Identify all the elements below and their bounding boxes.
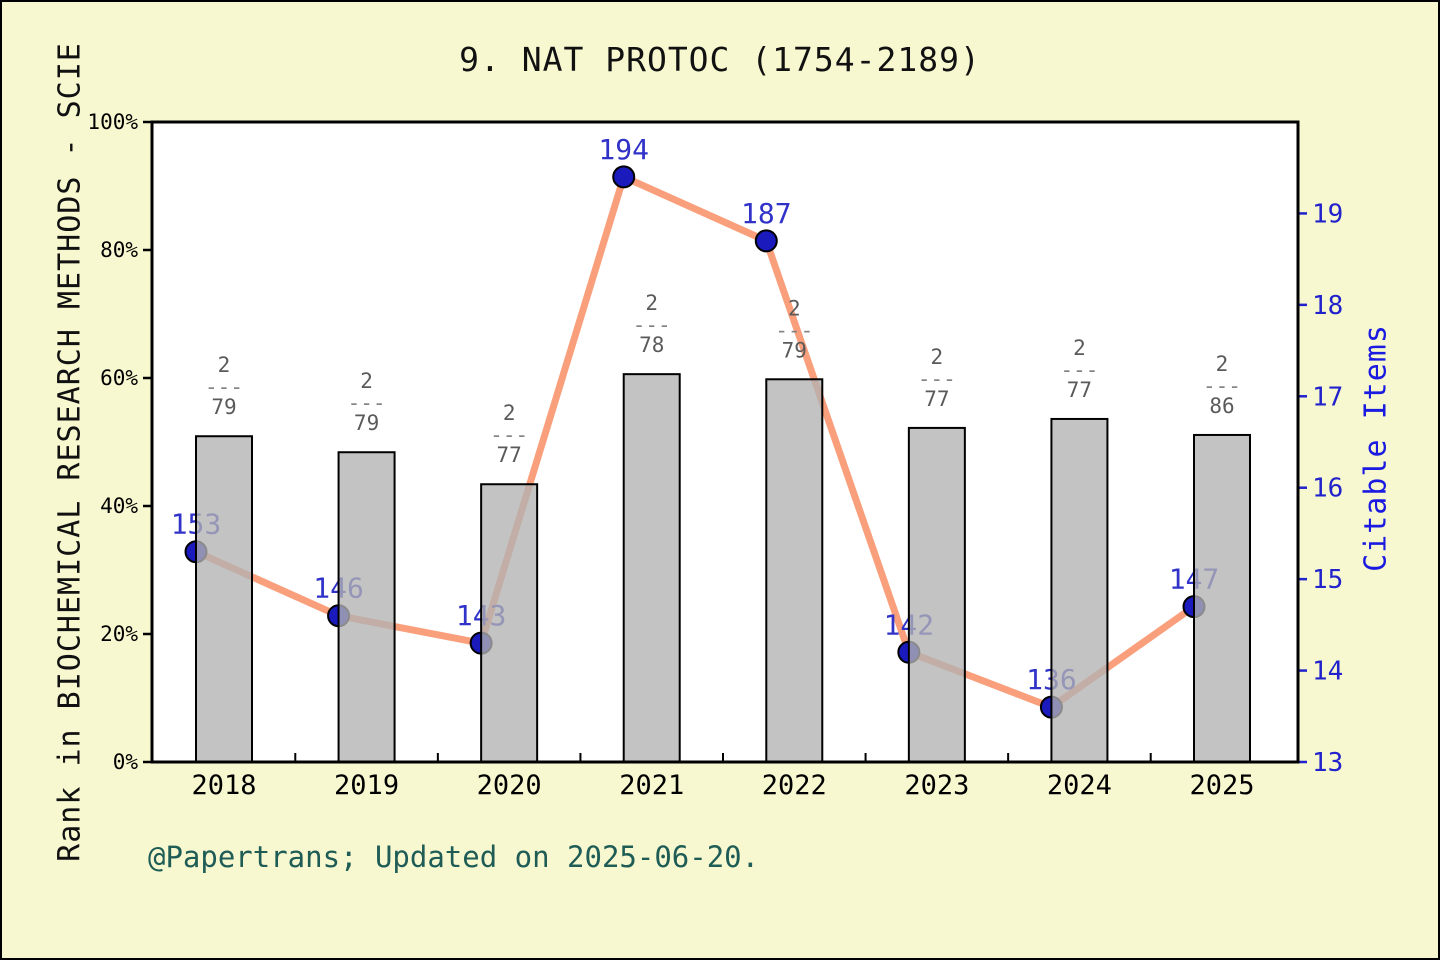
rank-bar <box>480 483 539 763</box>
left-axis-tick-label: 80% <box>100 238 138 262</box>
rank-bar <box>622 373 681 763</box>
fraction-numerator: 2 <box>360 369 373 393</box>
right-axis-tick-label: 13 <box>1312 748 1343 778</box>
x-axis-year-label: 2020 <box>477 770 542 801</box>
axis-frame <box>150 120 1300 764</box>
x-axis-year-label: 2025 <box>1189 770 1254 801</box>
fraction-bar: --- <box>775 318 813 342</box>
right-axis-tick-label: 19 <box>1312 199 1343 229</box>
x-axis-year-label: 2023 <box>904 770 969 801</box>
fraction-denominator: 77 <box>496 443 521 467</box>
fraction-bar: --- <box>490 423 528 447</box>
data-point-marker <box>754 229 778 253</box>
right-axis-tick-label: 16 <box>1312 474 1343 504</box>
fraction-bar: --- <box>633 313 671 337</box>
data-point-label: 194 <box>598 133 649 166</box>
right-axis-tick-label: 17 <box>1312 382 1343 412</box>
fraction-numerator: 2 <box>503 401 516 425</box>
fraction-bar: --- <box>348 391 386 415</box>
fraction-denominator: 77 <box>924 387 949 411</box>
x-axis-year-label: 2019 <box>334 770 399 801</box>
rank-bar <box>195 435 253 763</box>
left-axis-tick-label: 100% <box>87 110 138 134</box>
right-axis-tick-label: 18 <box>1312 291 1343 321</box>
fraction-numerator: 2 <box>1216 352 1229 376</box>
rank-bar <box>907 426 966 763</box>
x-axis-year-label: 2024 <box>1047 770 1112 801</box>
fraction-numerator: 2 <box>218 353 231 377</box>
rank-bar <box>765 378 824 763</box>
plot-area <box>152 122 1298 762</box>
fraction-denominator: 79 <box>782 338 807 362</box>
rank-bar <box>1192 433 1251 763</box>
rank-bar <box>1050 417 1109 763</box>
fraction-denominator: 78 <box>639 333 664 357</box>
fraction-numerator: 2 <box>788 296 801 320</box>
fraction-denominator: 77 <box>1067 378 1092 402</box>
right-axis-tick-label: 14 <box>1312 657 1343 687</box>
fraction-numerator: 2 <box>645 291 658 315</box>
data-point-marker <box>612 165 636 189</box>
footer-credit: @Papertrans; Updated on 2025-06-20. <box>148 840 760 874</box>
chart-title: 9. NAT PROTOC (1754-2189) <box>459 40 981 79</box>
data-point-label: 187 <box>741 197 792 230</box>
x-axis-year-label: 2018 <box>191 770 256 801</box>
fraction-denominator: 79 <box>211 395 236 419</box>
fraction-denominator: 86 <box>1209 394 1234 418</box>
x-axis-year-label: 2021 <box>619 770 684 801</box>
fraction-numerator: 2 <box>1073 336 1086 360</box>
left-axis-tick-label: 20% <box>100 622 138 646</box>
fraction-bar: --- <box>1060 358 1098 382</box>
fraction-bar: --- <box>1203 374 1241 398</box>
fraction-bar: --- <box>205 375 243 399</box>
fraction-numerator: 2 <box>931 345 944 369</box>
left-axis-tick-label: 60% <box>100 366 138 390</box>
rank-bar <box>337 451 396 763</box>
fraction-bar: --- <box>918 367 956 391</box>
x-axis-year-label: 2022 <box>762 770 827 801</box>
left-axis-tick-label: 0% <box>113 750 139 774</box>
left-axis-tick-label: 40% <box>100 494 138 518</box>
right-axis-tick-label: 15 <box>1312 565 1343 595</box>
fraction-denominator: 79 <box>354 411 379 435</box>
